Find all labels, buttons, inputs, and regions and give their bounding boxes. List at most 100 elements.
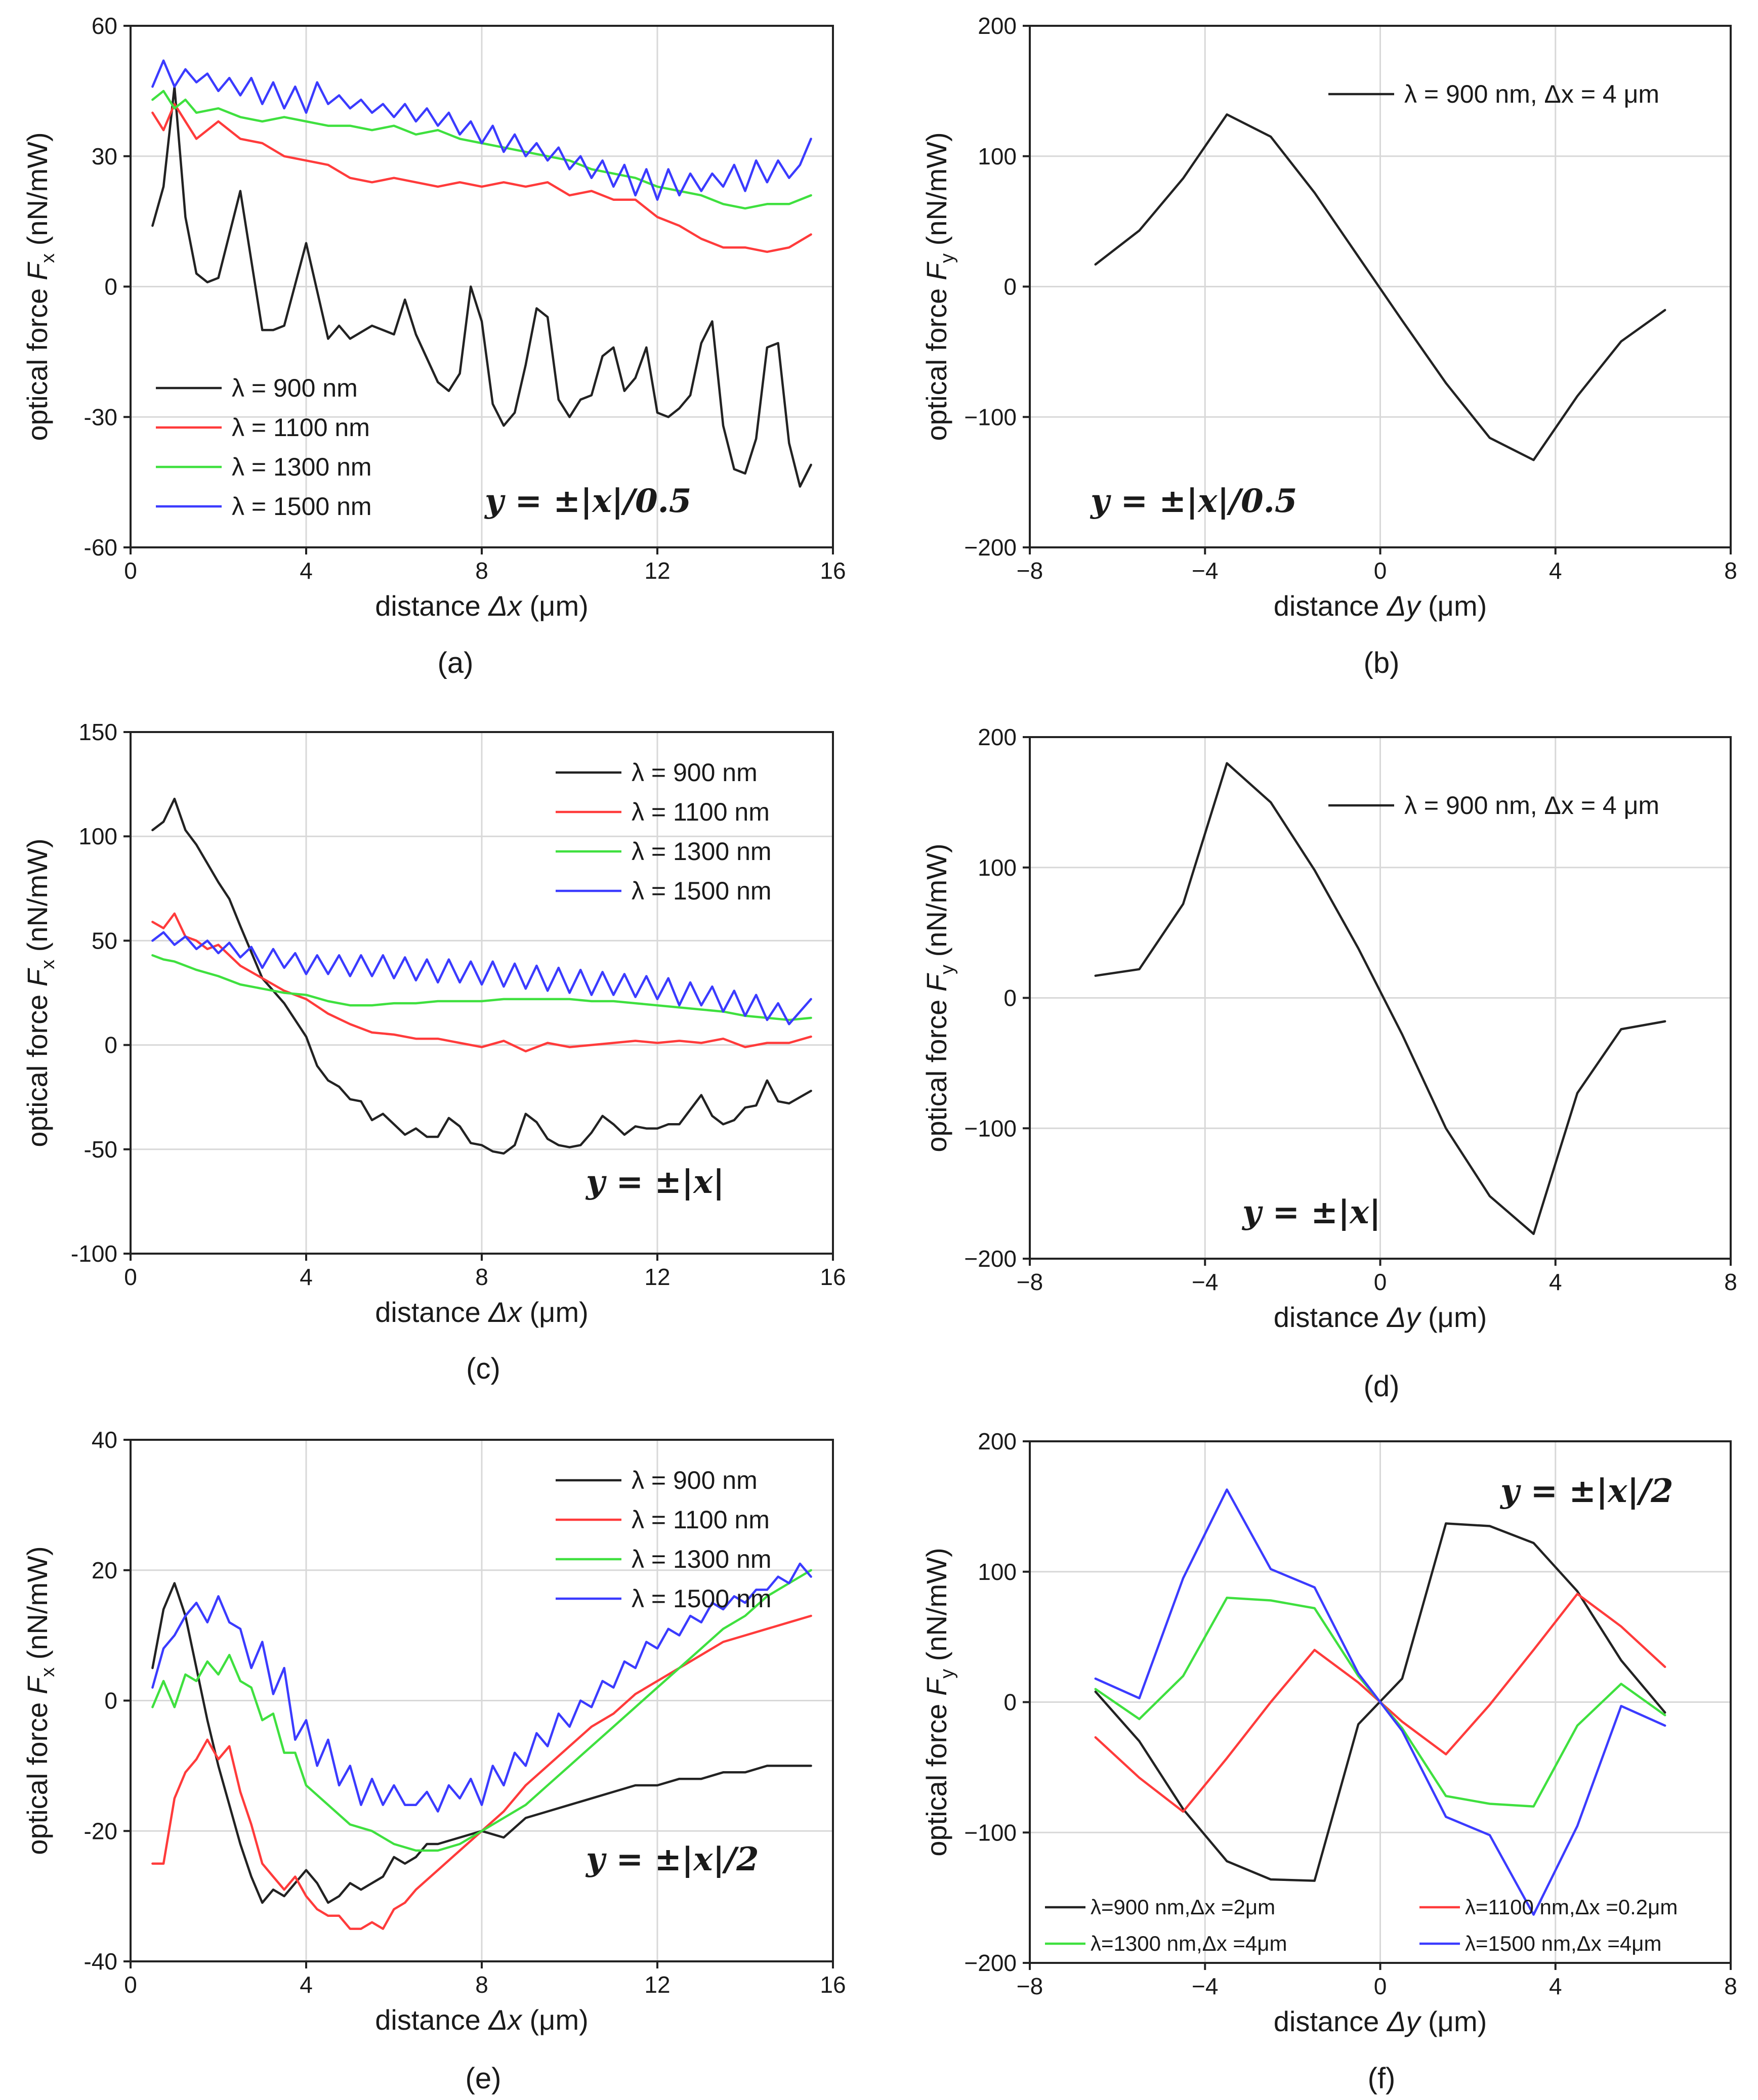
x-axis-label-part: (μm) [1420, 590, 1487, 622]
series-line-3 [151, 954, 812, 1021]
x-tick-label: 16 [820, 558, 846, 584]
y-axis-label-part: optical force [920, 992, 952, 1152]
y-tick-label: 0 [104, 274, 117, 300]
x-tick-label: 16 [820, 1264, 846, 1290]
x-axis-label: distance Δy (μm) [1274, 590, 1487, 622]
y-axis-label-part: (nN/mW) [920, 132, 952, 253]
y-tick-label: 100 [978, 854, 1017, 881]
y-axis-label-part: optical force [21, 987, 53, 1147]
y-tick-label: 0 [1003, 985, 1017, 1011]
y-axis-label-part: (nN/mW) [21, 838, 53, 960]
panel-label: (b) [1364, 647, 1400, 679]
x-tick-label: 4 [300, 1264, 313, 1290]
x-axis-label-part: distance [375, 590, 488, 622]
y-axis-label-part: (nN/mW) [21, 132, 53, 253]
x-tick-label: −4 [1192, 558, 1218, 584]
y-tick-label: 200 [978, 1428, 1017, 1454]
legend-label: λ = 1500 nm [632, 1584, 772, 1613]
y-axis-label-part: optical force [21, 1694, 53, 1855]
y-tick-label: 30 [92, 143, 117, 169]
x-tick-label: 4 [300, 558, 313, 584]
chart-panel-a: 0 4 8 12 16 -60 -30 0 30 60 distance Δx (μm) optica… [21, 13, 846, 679]
x-axis-label-part: distance [1274, 590, 1387, 622]
y-tick-label: -100 [71, 1240, 117, 1267]
formula-annotation: y = ±|x| [585, 1163, 725, 1201]
y-axis-label-part: y [937, 1669, 958, 1679]
chart-panel-f: −8 −4 0 4 8 −200 −100 0 100 200 distance Δy (μm) op… [920, 1428, 1737, 2095]
x-tick-label: 0 [1374, 558, 1387, 584]
series-line-4 [151, 59, 812, 201]
series-line-2 [151, 103, 812, 253]
x-axis-label-part: Δx [487, 1296, 523, 1328]
y-axis-label-part: x [37, 1667, 59, 1677]
y-axis-label: optical force Fx (nN/mW) [21, 838, 59, 1147]
y-tick-label: 200 [978, 724, 1017, 750]
x-axis-label-part: distance [375, 1296, 488, 1328]
legend-label: λ = 1100 nm [632, 798, 770, 826]
x-axis-label-part: distance [1274, 1301, 1387, 1333]
x-axis-label-part: Δy [1386, 2005, 1422, 2037]
series-line-2 [151, 1614, 812, 1930]
legend-label: λ = 1100 nm [632, 1506, 770, 1534]
y-axis-label-part: optical force [920, 1696, 952, 1857]
x-tick-label: 8 [1724, 1973, 1737, 1999]
y-axis-label-part: optical force [21, 280, 53, 441]
x-tick-label: −8 [1017, 558, 1043, 584]
y-tick-label: 200 [978, 13, 1017, 39]
y-tick-label: -60 [84, 534, 117, 561]
y-tick-label: −200 [964, 1950, 1017, 1976]
y-tick-label: −200 [964, 534, 1017, 561]
x-axis-label: distance Δy (μm) [1274, 2005, 1487, 2037]
legend-label: λ = 900 nm, Δx = 4 μm [1404, 791, 1659, 820]
formula-annotation: y = ±|x| [1241, 1193, 1381, 1231]
y-axis-label-part: F [21, 262, 53, 280]
y-tick-label: 60 [92, 13, 117, 39]
y-axis-label-part: F [21, 968, 53, 987]
y-tick-label: 20 [92, 1557, 117, 1583]
x-tick-label: 4 [1549, 558, 1562, 584]
y-tick-label: 0 [1003, 1689, 1017, 1716]
x-tick-label: 12 [644, 1264, 670, 1290]
legend: λ = 900 nm, Δx = 4 μm [1328, 791, 1659, 820]
panel-label: (c) [466, 1352, 500, 1385]
x-tick-label: 8 [475, 1264, 488, 1290]
y-tick-label: −100 [964, 404, 1017, 430]
y-axis-label: optical force Fx (nN/mW) [21, 132, 59, 441]
legend-label: λ = 1300 nm [632, 837, 772, 866]
y-axis-label-part: y [937, 253, 958, 263]
y-axis-label-part: F [21, 1676, 53, 1694]
x-tick-label: 0 [1374, 1973, 1387, 1999]
y-axis-label: optical force Fy (nN/mW) [920, 1548, 958, 1856]
y-tick-label: −100 [964, 1115, 1017, 1141]
y-axis-label-part: optical force [920, 280, 952, 441]
formula-annotation: y = ±|x|/0.5 [484, 482, 691, 520]
panel-label: (e) [466, 2062, 501, 2095]
y-axis-label-part: F [920, 1677, 952, 1696]
legend-label: λ = 900 nm [232, 374, 358, 402]
x-axis-label: distance Δx (μm) [375, 1296, 589, 1328]
legend-label: λ=1300 nm,Δx =4μm [1091, 1932, 1287, 1955]
x-axis-label-part: Δy [1386, 590, 1422, 622]
legend-label: λ=900 nm,Δx =2μm [1091, 1895, 1275, 1919]
y-tick-label: 0 [1003, 274, 1017, 300]
y-axis-label: optical force Fy (nN/mW) [920, 843, 958, 1152]
y-axis-label-part: (nN/mW) [920, 1548, 952, 1669]
formula-annotation: y = ±|x|/2 [1499, 1472, 1673, 1510]
series-line-1 [1094, 113, 1666, 461]
legend: λ = 900 nm λ = 1100 nm λ = 1300 nm λ = 1500… [556, 758, 772, 905]
panel-label: (d) [1364, 1370, 1400, 1403]
legend-label: λ = 1500 nm [232, 492, 372, 521]
legend: λ=900 nm,Δx =2μm λ=1100 nm,Δx =0.2μm λ=130… [1045, 1895, 1678, 1955]
x-axis-label-part: Δx [487, 590, 523, 622]
x-tick-label: 8 [475, 558, 488, 584]
y-tick-label: 0 [104, 1688, 117, 1714]
legend-label: λ=1500 nm,Δx =4μm [1465, 1932, 1661, 1955]
y-tick-label: -20 [84, 1818, 117, 1844]
y-axis-label-part: x [37, 960, 59, 969]
x-axis-label-part: Δx [487, 2004, 523, 2036]
chart-panel-d: −8 −4 0 4 8 −200 −100 0 100 200 distance Δy (μm) op… [920, 724, 1737, 1403]
y-axis-label-part: y [937, 965, 958, 974]
x-axis-label-part: (μm) [522, 2004, 589, 2036]
x-tick-label: 0 [1374, 1269, 1387, 1295]
